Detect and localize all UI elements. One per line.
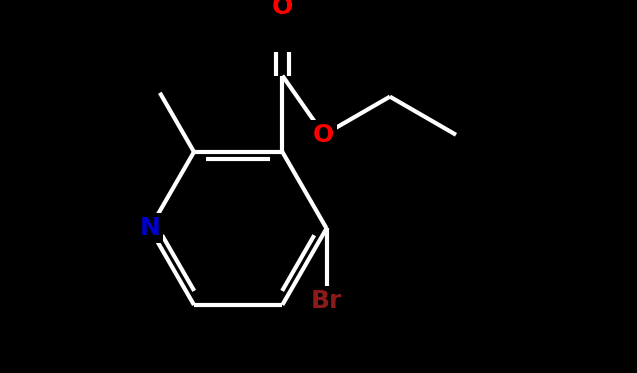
Text: Br: Br: [311, 289, 342, 313]
Text: O: O: [313, 123, 334, 147]
Text: O: O: [272, 0, 293, 19]
Text: N: N: [140, 216, 161, 241]
